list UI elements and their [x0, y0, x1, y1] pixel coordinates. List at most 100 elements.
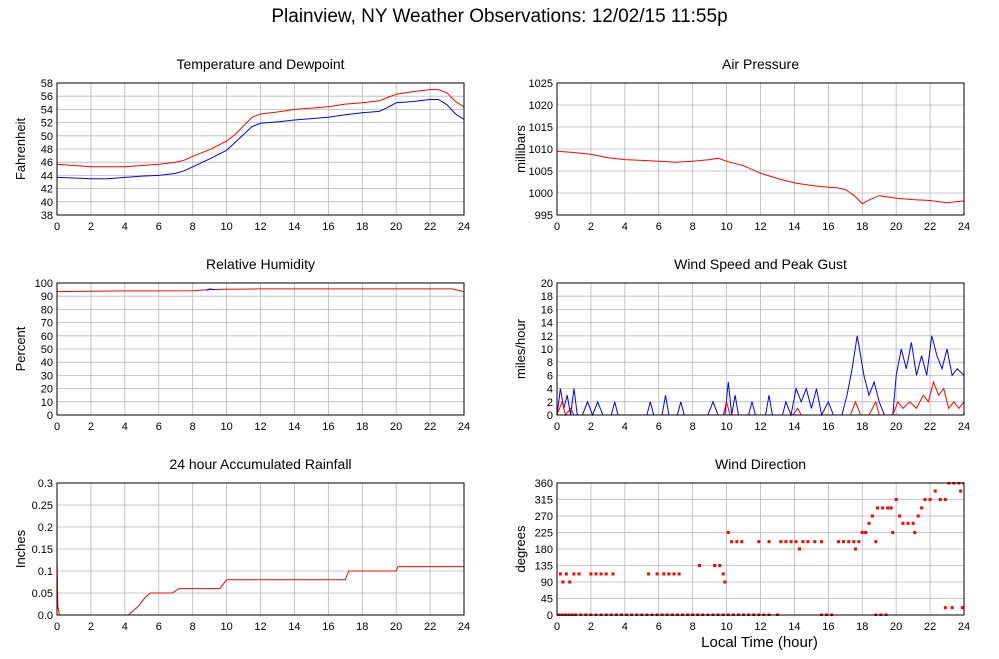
direction-point — [794, 540, 798, 544]
x-tick-label: 14 — [788, 421, 800, 433]
x-tick-label: 12 — [754, 221, 766, 233]
x-tick-label: 16 — [322, 221, 334, 233]
x-tick-label: 20 — [890, 221, 902, 233]
y-tick-label: 90 — [41, 291, 53, 303]
direction-point — [943, 606, 947, 610]
plot-frame — [56, 482, 465, 616]
y-tick-label: 360 — [535, 478, 553, 490]
chart-title: Wind Speed and Peak Gust — [674, 256, 847, 272]
direction-point — [852, 540, 856, 544]
x-tick-label: 8 — [690, 421, 696, 433]
y-tick-label: 0.15 — [32, 544, 53, 556]
x-tick-label: 22 — [924, 421, 936, 433]
y-tick-label: 995 — [535, 210, 553, 222]
direction-point — [647, 572, 651, 576]
x-tick-label: 18 — [356, 221, 368, 233]
series-line-0 — [57, 89, 464, 168]
x-tick-label: 4 — [122, 621, 128, 633]
x-tick-label: 6 — [156, 621, 162, 633]
y-tick-label: 6 — [547, 370, 553, 382]
x-tick-label: 8 — [690, 621, 696, 633]
direction-point — [735, 540, 739, 544]
x-tick-label: 2 — [88, 621, 94, 633]
x-tick-label: 8 — [190, 421, 196, 433]
direction-point — [713, 564, 717, 567]
x-tick-label: 6 — [156, 221, 162, 233]
direction-point — [564, 572, 568, 576]
x-tick-label: 10 — [220, 221, 232, 233]
y-tick-label: 1025 — [529, 78, 553, 90]
direction-point — [864, 531, 868, 534]
x-tick-label: 0 — [54, 421, 60, 433]
y-tick-label: 42 — [41, 184, 53, 196]
y-axis-label: degrees — [513, 525, 528, 572]
direction-point — [740, 540, 744, 544]
chart-title: 24 hour Accumulated Rainfall — [169, 456, 351, 472]
direction-point — [837, 540, 841, 544]
chart-title: Air Pressure — [722, 56, 799, 72]
direction-point — [911, 521, 915, 525]
x-tick-label: 2 — [88, 221, 94, 233]
x-tick-label: 24 — [958, 421, 970, 433]
y-tick-label: 270 — [535, 511, 553, 523]
direction-point — [894, 498, 898, 501]
direction-point — [901, 521, 905, 525]
direction-point — [923, 498, 927, 501]
x-tick-label: 2 — [88, 421, 94, 433]
y-tick-label: 20 — [41, 384, 53, 396]
x-tick-label: 12 — [754, 621, 766, 633]
y-tick-label: 12 — [541, 331, 553, 343]
y-tick-label: 40 — [41, 357, 53, 369]
x-tick-label: 12 — [254, 621, 266, 633]
y-tick-label: 52 — [41, 118, 53, 130]
direction-point — [801, 540, 805, 544]
y-axis-label: Fahrenheit — [13, 118, 28, 181]
y-tick-label: 44 — [41, 170, 53, 182]
direction-point — [842, 540, 846, 544]
direction-point — [767, 540, 771, 544]
x-tick-label: 4 — [122, 421, 128, 433]
direction-point — [886, 506, 890, 510]
direction-point — [959, 489, 963, 493]
x-tick-label: 12 — [254, 421, 266, 433]
y-tick-label: 56 — [41, 91, 53, 103]
y-tick-label: 40 — [41, 197, 53, 209]
x-tick-label: 22 — [924, 621, 936, 633]
direction-point — [589, 572, 593, 576]
direction-point — [906, 521, 910, 525]
direction-point — [867, 521, 871, 525]
x-axis-caption: Local Time (hour) — [701, 634, 818, 651]
direction-point — [723, 580, 727, 584]
y-tick-label: 2 — [547, 397, 553, 409]
x-tick-label: 24 — [958, 621, 970, 633]
page-title: Plainview, NY Weather Observations: 12/0… — [271, 6, 728, 27]
direction-point — [677, 572, 681, 576]
direction-point — [950, 606, 954, 610]
x-tick-label: 12 — [254, 221, 266, 233]
y-tick-label: 1005 — [529, 166, 553, 178]
y-tick-label: 0.25 — [32, 500, 53, 512]
direction-point — [779, 540, 783, 544]
direction-point — [662, 572, 666, 576]
x-tick-label: 16 — [822, 421, 834, 433]
x-tick-label: 16 — [322, 421, 334, 433]
x-tick-label: 18 — [856, 421, 868, 433]
direction-point — [572, 572, 576, 576]
x-tick-label: 18 — [356, 621, 368, 633]
x-tick-label: 10 — [720, 621, 732, 633]
direction-point — [913, 531, 917, 534]
x-tick-label: 8 — [190, 621, 196, 633]
x-tick-label: 8 — [190, 221, 196, 233]
x-tick-label: 2 — [588, 221, 594, 233]
x-tick-label: 0 — [554, 221, 560, 233]
x-tick-label: 0 — [54, 221, 60, 233]
x-tick-label: 18 — [356, 421, 368, 433]
x-tick-label: 4 — [622, 621, 628, 633]
direction-point — [960, 606, 964, 610]
direction-point — [870, 514, 874, 518]
y-tick-label: 0 — [47, 410, 53, 422]
x-tick-label: 12 — [754, 421, 766, 433]
y-tick-label: 0.1 — [38, 566, 53, 578]
y-axis-label: miles/hour — [513, 318, 528, 379]
